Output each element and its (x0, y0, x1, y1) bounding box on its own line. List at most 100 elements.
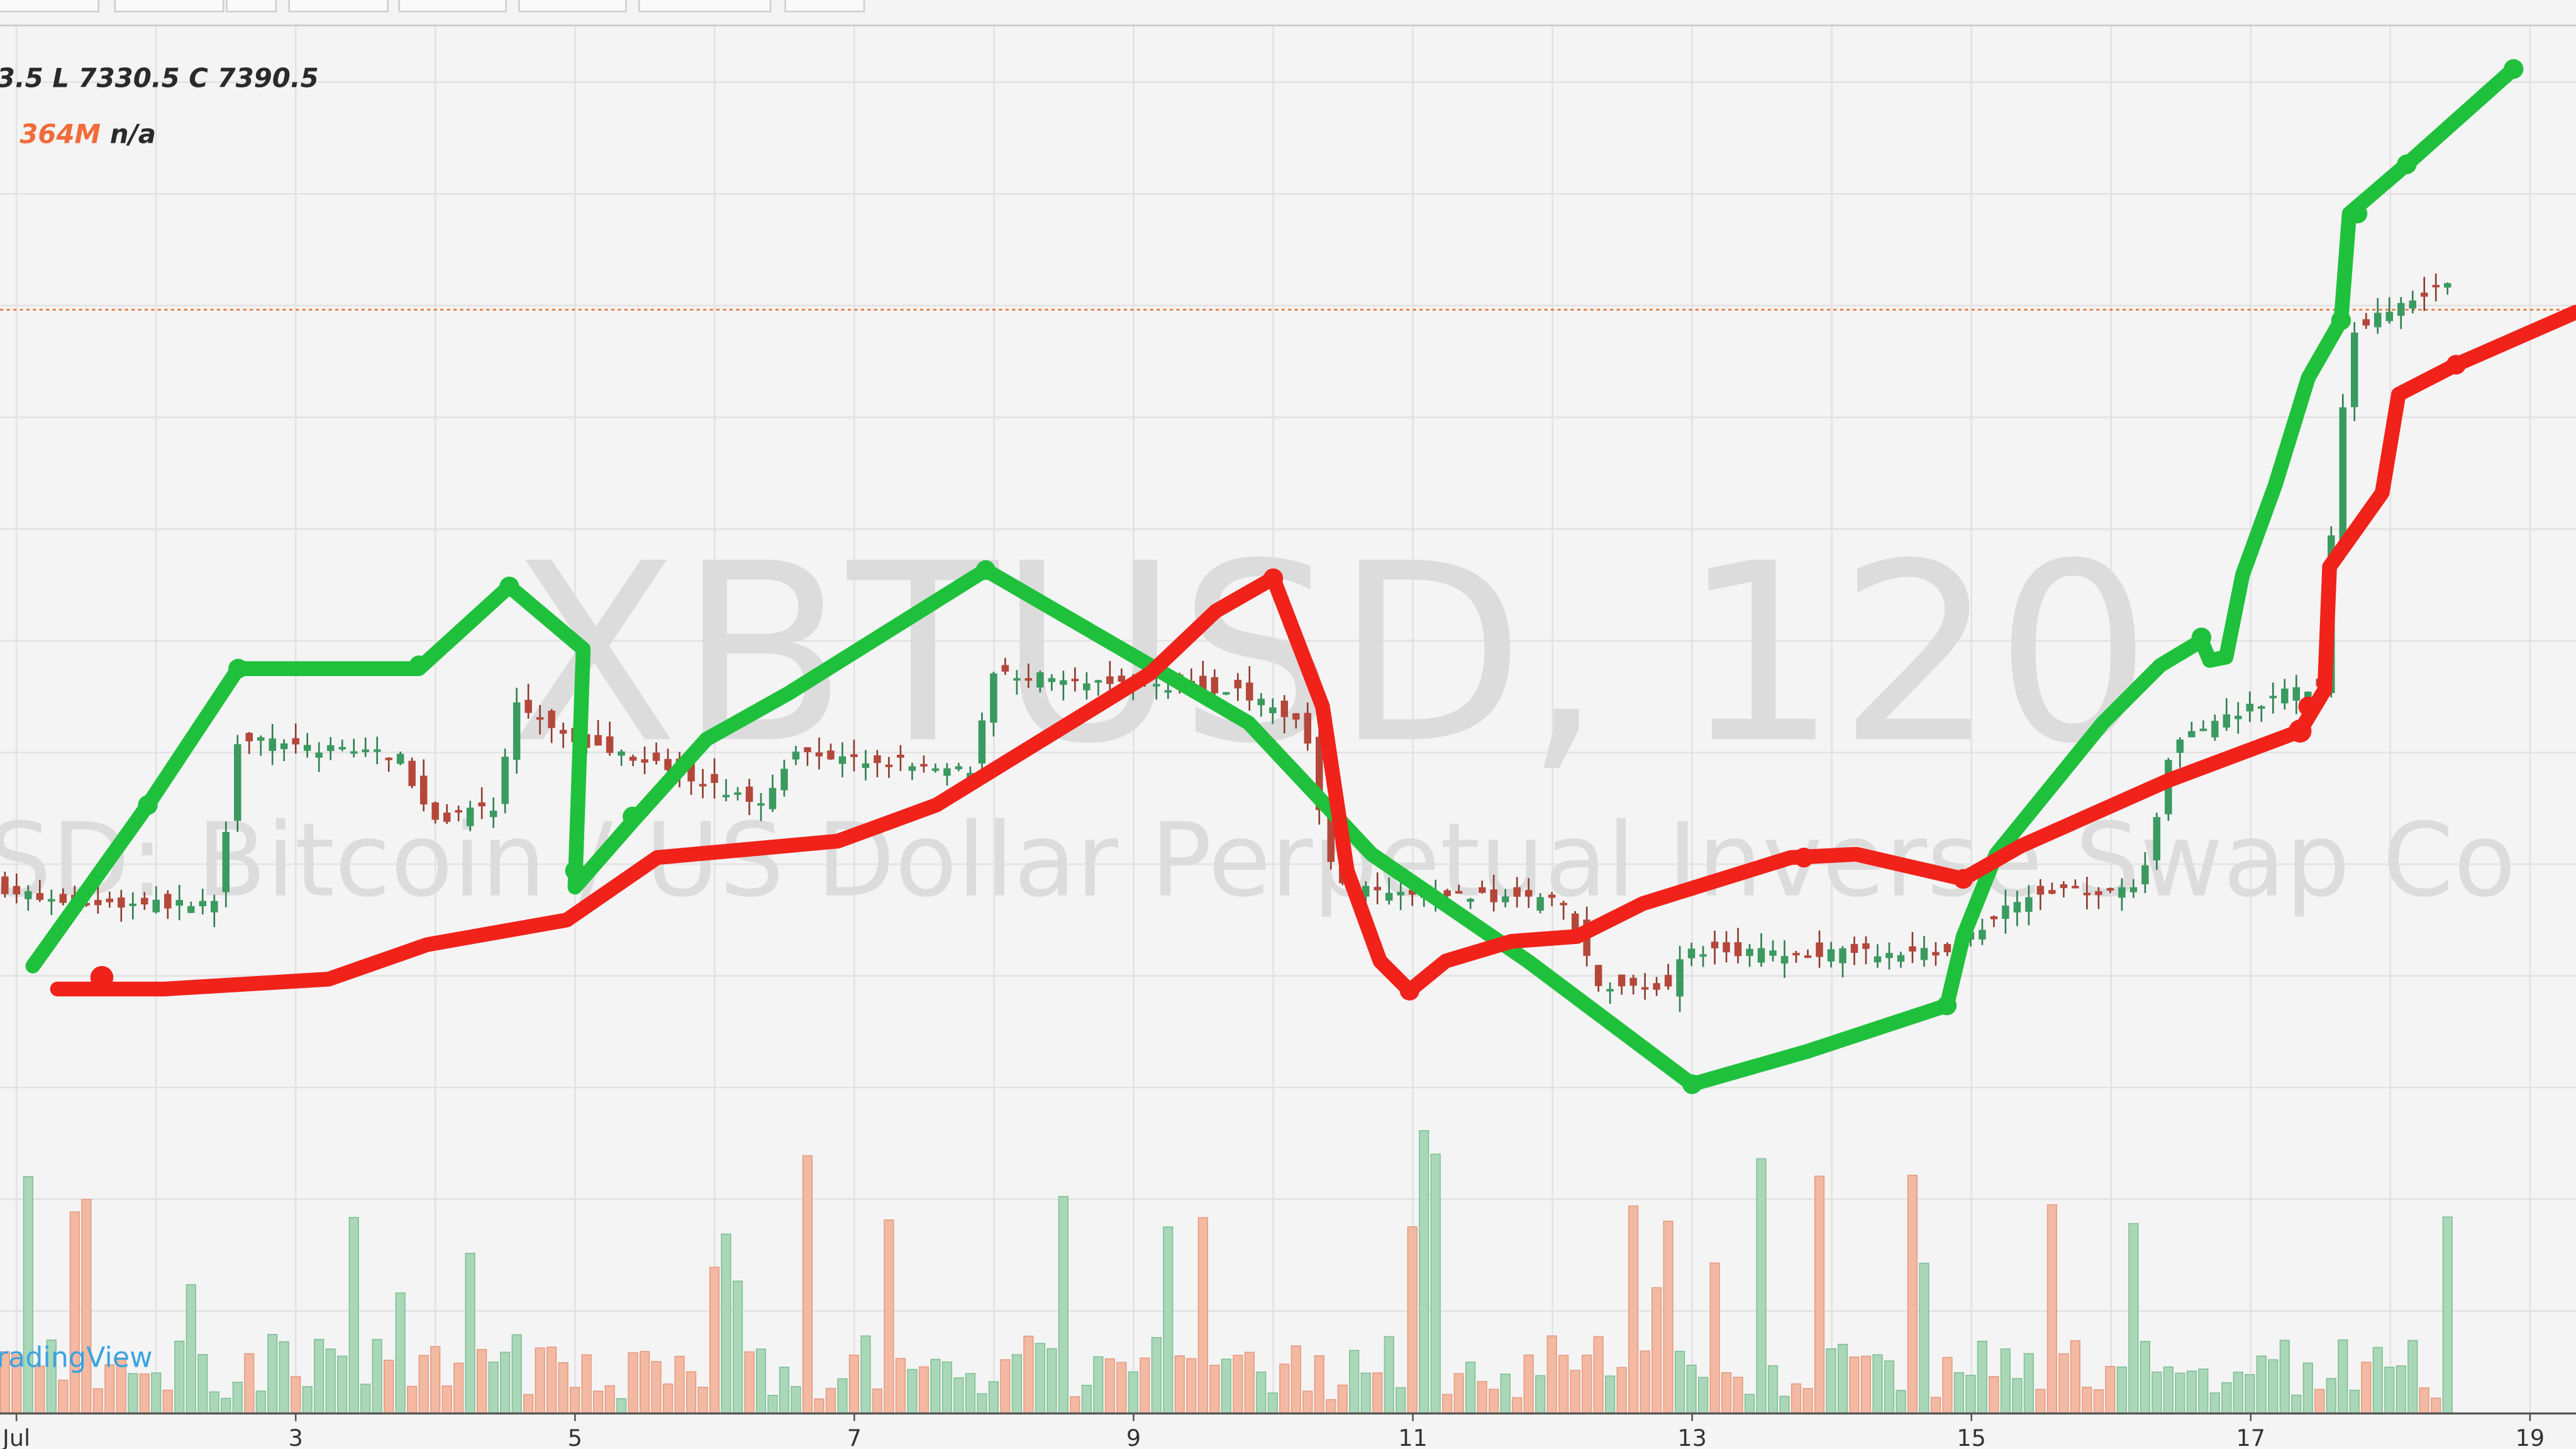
candle-body (792, 752, 800, 760)
candle-body (2235, 716, 2242, 719)
volume-bar (2431, 1397, 2441, 1414)
candle-body (1885, 953, 1893, 958)
volume-bar (1023, 1335, 1034, 1414)
candle-body (874, 755, 881, 763)
volume-bar (1035, 1343, 1045, 1414)
candle-body (1048, 678, 1056, 682)
toolbar-button[interactable] (398, 0, 507, 13)
volume-bar (2105, 1366, 2116, 1414)
candle-body (2258, 706, 2265, 709)
candle-body (2036, 886, 2045, 895)
candle-body (303, 745, 311, 751)
candle-body (664, 758, 672, 770)
candle-body (373, 749, 381, 752)
volume-bar (453, 1362, 464, 1414)
volume-bar (244, 1353, 255, 1414)
candle-body (1827, 949, 1835, 962)
volume-bar (1233, 1355, 1243, 1414)
volume-bar (197, 1354, 208, 1414)
volume-bar (2012, 1378, 2023, 1414)
candle-body (536, 717, 544, 720)
candle-body (525, 699, 532, 713)
toolbar-button[interactable] (518, 0, 627, 13)
candle-body (2211, 721, 2219, 738)
candle-body (1060, 680, 1067, 685)
candle-body (2153, 817, 2161, 861)
volume-bar (1500, 1374, 1511, 1414)
volume-bar (430, 1346, 441, 1414)
x-tick-label: 17 (2236, 1424, 2266, 1449)
line-dots (90, 355, 2466, 1001)
volume-bar (1849, 1357, 1860, 1414)
volume-bar (2326, 1378, 2336, 1414)
volume-bar (209, 1391, 219, 1414)
volume-bar (2116, 1366, 2127, 1414)
volume-bar (384, 1360, 394, 1414)
volume-bar (1512, 1397, 1523, 1414)
volume-bar (1360, 1372, 1371, 1414)
close-label: C (189, 62, 208, 93)
candle-body (1304, 713, 1311, 744)
candle-body (1118, 675, 1126, 682)
candle-body (1467, 899, 1474, 902)
candle-body (897, 754, 904, 758)
volume-bar (302, 1386, 313, 1414)
volume-bar (2349, 1389, 2360, 1414)
volume-value: 364M (19, 118, 101, 149)
candle-body (2223, 714, 2231, 728)
volume-bar (1697, 1377, 1709, 1414)
toolbar-button[interactable] (226, 0, 277, 13)
toolbar-button[interactable] (114, 0, 225, 13)
candle-body (2118, 887, 2126, 898)
candle-body (1455, 891, 1463, 894)
volume-bar (965, 1373, 975, 1414)
candle-body (326, 745, 335, 752)
candle-body (1094, 680, 1102, 683)
candle-body (734, 792, 741, 795)
volume-bar (1151, 1337, 1162, 1414)
volume-bar (1884, 1360, 1895, 1414)
candle-body (1734, 942, 1742, 957)
volume-bar (1442, 1394, 1453, 1414)
volume-bar (628, 1352, 638, 1414)
close-value: 7390.5 (218, 62, 319, 93)
x-tick-label: 7 (847, 1424, 862, 1449)
candle-body (2095, 891, 2102, 896)
candle-body (1385, 892, 1393, 901)
volume-bar (128, 1373, 138, 1414)
candle-body (350, 751, 358, 754)
candle-body (2072, 886, 2079, 889)
candle-body (1943, 944, 1951, 953)
drawn-red-line (50, 304, 2576, 998)
candle-body (943, 768, 951, 776)
candle-body (1501, 896, 1509, 902)
volume-bar (2442, 1216, 2453, 1414)
volume-bar (674, 1355, 685, 1414)
candle-body (1327, 814, 1335, 862)
candle-body (2176, 740, 2184, 753)
candle-body (141, 897, 148, 905)
toolbar-button[interactable] (638, 0, 772, 13)
volume-bar (1186, 1358, 1197, 1414)
toolbar-button[interactable] (784, 0, 865, 13)
x-tick-label: 3 (289, 1424, 303, 1449)
candle-body (1687, 948, 1696, 958)
volume-bar (2046, 1204, 2058, 1414)
volume-bar (92, 1388, 103, 1414)
toolbar-button[interactable] (288, 0, 389, 13)
volume-bar (348, 1217, 359, 1414)
volume-bar (1942, 1357, 1953, 1414)
candle-body (629, 757, 637, 761)
candle-body (1664, 975, 1672, 987)
volume-bar (1907, 1174, 1918, 1414)
volume-bar (1279, 1363, 1290, 1414)
volume-bar (1419, 1130, 1430, 1414)
volume-bar (2221, 1382, 2232, 1414)
volume-bar (1256, 1371, 1267, 1414)
candle-body (36, 892, 44, 900)
volume-bar (2128, 1223, 2139, 1414)
candle-body (233, 744, 242, 821)
toolbar-button[interactable] (0, 0, 100, 13)
volume-bar (418, 1355, 429, 1414)
x-tick-label: 5 (568, 1424, 582, 1449)
